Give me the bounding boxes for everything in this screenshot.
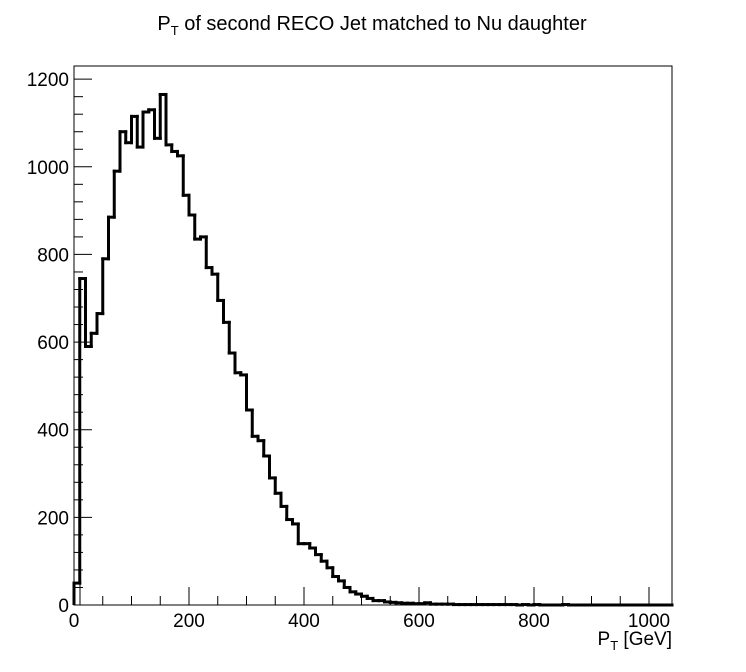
y-tick-label: 1200 xyxy=(27,70,69,91)
y-tick-label: 200 xyxy=(37,508,69,529)
x-tick-label: 400 xyxy=(288,611,320,632)
plot-border xyxy=(73,65,673,606)
histogram-series xyxy=(72,92,674,607)
x-tick-label: 200 xyxy=(173,611,205,632)
y-tick-label: 400 xyxy=(37,421,69,442)
y-tick-label: 800 xyxy=(37,245,69,266)
x-tick-label: 800 xyxy=(518,611,550,632)
x-tick-label: 600 xyxy=(403,611,435,632)
y-tick-label: 1000 xyxy=(27,158,69,179)
y-axis: 0 200 400 600 800 1000 1200 xyxy=(27,70,92,617)
y-tick-label: 600 xyxy=(37,333,69,354)
plot-frame xyxy=(73,65,673,606)
x-axis: 0 200 400 600 800 1000 xyxy=(69,587,670,632)
x-tick-label: 0 xyxy=(69,611,80,632)
x-axis-label: PT [GeV] xyxy=(598,629,673,653)
chart-title: PT of second RECO Jet matched to Nu daug… xyxy=(157,13,587,38)
x-tick-label: 1000 xyxy=(628,611,670,632)
y-tick-label: 0 xyxy=(58,596,69,617)
